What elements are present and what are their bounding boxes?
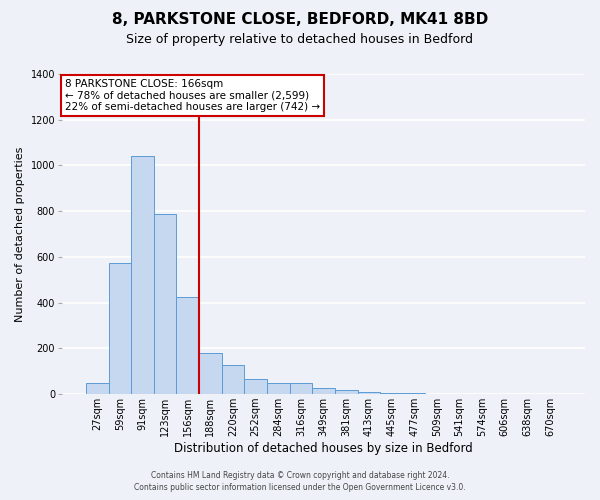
Bar bbox=[154, 214, 176, 394]
Bar bbox=[222, 365, 244, 394]
Bar bbox=[312, 388, 335, 394]
Text: Contains HM Land Registry data © Crown copyright and database right 2024.
Contai: Contains HM Land Registry data © Crown c… bbox=[134, 471, 466, 492]
Text: Size of property relative to detached houses in Bedford: Size of property relative to detached ho… bbox=[127, 32, 473, 46]
Bar bbox=[176, 297, 199, 394]
Bar bbox=[86, 382, 109, 394]
Text: 8 PARKSTONE CLOSE: 166sqm
← 78% of detached houses are smaller (2,599)
22% of se: 8 PARKSTONE CLOSE: 166sqm ← 78% of detac… bbox=[65, 79, 320, 112]
Bar bbox=[358, 392, 380, 394]
Bar bbox=[131, 156, 154, 394]
Text: 8, PARKSTONE CLOSE, BEDFORD, MK41 8BD: 8, PARKSTONE CLOSE, BEDFORD, MK41 8BD bbox=[112, 12, 488, 28]
Bar bbox=[267, 382, 290, 394]
Bar bbox=[380, 393, 403, 394]
Bar bbox=[109, 262, 131, 394]
Bar bbox=[290, 382, 312, 394]
Y-axis label: Number of detached properties: Number of detached properties bbox=[15, 146, 25, 322]
Bar bbox=[335, 390, 358, 394]
Bar bbox=[244, 380, 267, 394]
X-axis label: Distribution of detached houses by size in Bedford: Distribution of detached houses by size … bbox=[174, 442, 473, 455]
Bar bbox=[199, 354, 222, 394]
